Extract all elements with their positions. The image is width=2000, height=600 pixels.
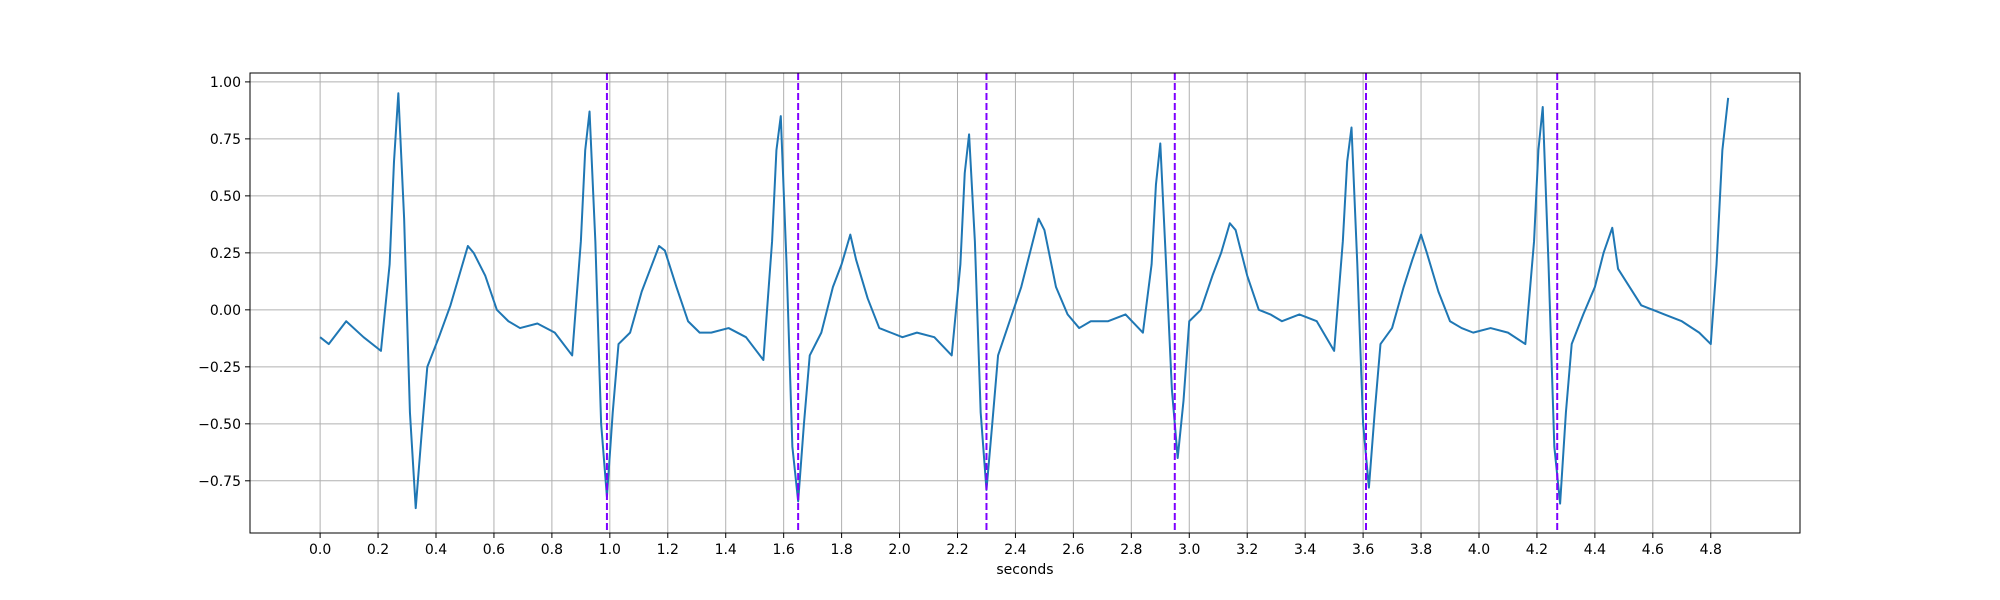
x-tick-label: 3.2 (1236, 542, 1258, 558)
signal-line (319, 92, 1730, 510)
x-tick-label: 3.4 (1294, 542, 1316, 558)
x-tick-label: 1.4 (715, 542, 737, 558)
x-tick-label: 0.2 (367, 542, 389, 558)
x-tick-label: 0.8 (541, 542, 563, 558)
y-tick-label: 0.50 (210, 189, 241, 205)
x-tick-label: 4.8 (1700, 542, 1722, 558)
x-tick-label: 1.2 (657, 542, 679, 558)
x-tick-label: 2.0 (888, 542, 910, 558)
x-tick-label: 2.4 (1004, 542, 1026, 558)
y-tick-label: 1.00 (210, 75, 241, 91)
x-tick-label: 4.0 (1468, 542, 1490, 558)
x-tick-label: 1.6 (773, 542, 795, 558)
y-tick-label: 0.75 (210, 132, 241, 148)
y-tick-label: −0.25 (198, 360, 241, 376)
x-tick-label: 0.0 (309, 542, 331, 558)
x-tick-label: 3.8 (1410, 542, 1432, 558)
x-tick-label: 2.2 (946, 542, 968, 558)
y-tick-label: 0.25 (210, 246, 241, 262)
y-tick-label: −0.75 (198, 474, 241, 490)
x-tick-label: 2.8 (1120, 542, 1142, 558)
x-tick-label: 3.0 (1178, 542, 1200, 558)
x-tick-label: 2.6 (1062, 542, 1084, 558)
x-tick-label: 1.8 (830, 542, 852, 558)
x-tick-label: 0.4 (425, 542, 447, 558)
y-tick-label: 0.00 (210, 303, 241, 319)
axes-frame (249, 72, 1801, 534)
x-tick-label: 4.4 (1584, 542, 1606, 558)
y-tick-label: −0.50 (198, 417, 241, 433)
x-axis-label: seconds (996, 562, 1053, 578)
x-tick-label: 4.2 (1526, 542, 1548, 558)
x-tick-label: 0.6 (483, 542, 505, 558)
x-tick-label: 4.6 (1642, 542, 1664, 558)
x-tick-label: 1.0 (599, 542, 621, 558)
x-tick-label: 3.6 (1352, 542, 1374, 558)
